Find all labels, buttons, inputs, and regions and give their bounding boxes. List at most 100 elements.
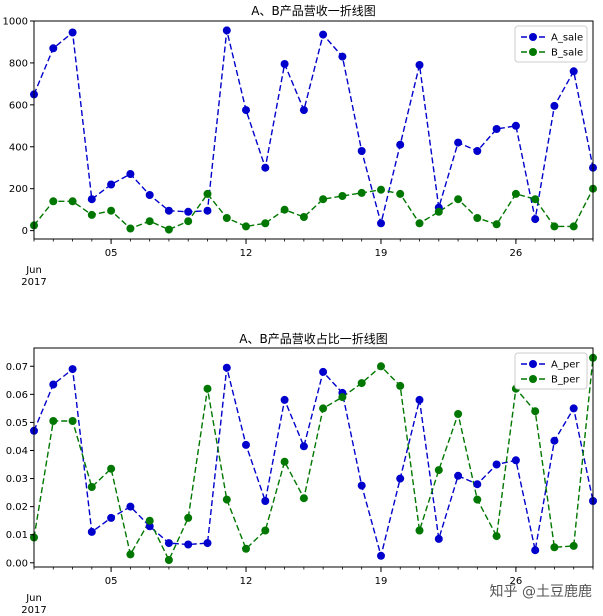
data-point-A_sale <box>87 195 96 204</box>
legend-label-A_per: A_per <box>551 360 580 371</box>
data-point-A_sale <box>550 101 559 110</box>
data-point-B_sale <box>299 213 308 221</box>
data-point-B_sale <box>357 188 366 197</box>
data-point-A_per <box>107 513 116 522</box>
y-tick-label: 0.03 <box>6 474 28 485</box>
data-point-A_per <box>87 527 96 536</box>
plot-frame <box>33 347 594 568</box>
data-point-B_per <box>145 516 154 525</box>
data-point-A_sale <box>222 26 231 35</box>
data-point-B_per <box>49 417 58 425</box>
data-point-B_per <box>107 464 116 473</box>
data-point-A_sale <box>242 106 250 115</box>
data-point-B_sale <box>492 220 501 229</box>
data-point-B_per <box>126 550 135 559</box>
data-point-A_per <box>164 539 173 548</box>
data-point-B_sale <box>203 189 212 198</box>
data-point-A_per <box>569 404 578 413</box>
data-point-A_sale <box>280 60 289 68</box>
data-point-A_per <box>492 460 501 469</box>
y-tick-label: 0.05 <box>6 418 28 429</box>
y-tick-label: 0.00 <box>6 558 28 569</box>
data-point-A_per <box>319 367 328 376</box>
y-tick-label: 0.04 <box>6 446 28 457</box>
data-point-A_sale <box>492 125 501 133</box>
chart-title: A、B产品营收占比一折线图 <box>239 331 387 346</box>
chart-share: A、B产品营收占比一折线图 0.00 0.01 0.02 0.03 0.04 0.05 0.0… <box>6 331 597 616</box>
y-tick-label: 0 <box>22 226 28 237</box>
x-tick-label: 12 <box>240 248 253 259</box>
data-point-B_per <box>454 410 463 418</box>
data-point-A_sale <box>126 170 135 178</box>
data-point-B_sale <box>242 222 250 231</box>
data-point-A_sale <box>184 207 193 216</box>
data-point-A_per <box>415 395 424 404</box>
series-line-A_per <box>33 367 594 559</box>
data-point-B_sale <box>415 219 424 228</box>
data-point-B_per <box>396 381 405 390</box>
data-point-B_sale <box>164 225 173 234</box>
data-point-A_per <box>454 471 463 480</box>
data-point-B_per <box>492 532 501 541</box>
data-point-A_sale <box>107 180 116 189</box>
x-origin-year: 2017 <box>21 277 46 288</box>
plot-frame <box>33 20 594 240</box>
legend-label-B_per: B_per <box>551 375 580 386</box>
data-point-A_sale <box>203 206 212 215</box>
y-tick-label: 1000 <box>3 17 28 28</box>
data-point-B_per <box>87 483 96 491</box>
y-tick-label: 800 <box>9 58 28 69</box>
data-point-B_per <box>531 407 540 416</box>
chart-title: A、B产品营收一折线图 <box>251 3 375 18</box>
legend: A_per B_per <box>514 352 588 390</box>
data-point-A_per <box>531 546 540 555</box>
data-point-B_sale <box>377 185 385 194</box>
x-tick-label: 19 <box>375 248 388 259</box>
y-tick-label: 0.01 <box>6 530 28 541</box>
data-point-B_sale <box>569 222 578 231</box>
data-point-B_per <box>357 379 366 388</box>
data-point-A_per <box>299 442 308 451</box>
data-point-A_per <box>242 440 250 449</box>
data-point-A_sale <box>145 191 154 199</box>
data-point-B_per <box>261 526 270 535</box>
data-point-B_sale <box>261 219 270 228</box>
data-point-A_per <box>357 481 366 490</box>
data-point-B_sale <box>222 214 231 222</box>
data-point-A_per <box>377 551 385 560</box>
x-origin-month: Jun <box>25 265 42 276</box>
data-point-A_per <box>511 456 520 465</box>
data-point-B_per <box>550 543 559 552</box>
data-point-A_sale <box>396 140 405 149</box>
series-line-B_per <box>33 357 594 562</box>
data-point-A_sale <box>569 67 578 76</box>
data-point-A_per <box>261 497 270 505</box>
series-line-A_sale <box>33 30 594 224</box>
data-point-B_sale <box>87 210 96 219</box>
data-point-A_per <box>184 540 193 549</box>
data-point-B_sale <box>531 195 540 204</box>
data-point-A_per <box>473 480 482 489</box>
y-tick-label: 0.07 <box>6 362 28 373</box>
x-origin-year: 2017 <box>21 605 46 616</box>
data-point-B_sale <box>396 189 405 198</box>
legend-marker-B_per <box>529 375 537 383</box>
series-line-B_sale <box>33 188 594 231</box>
data-point-A_sale <box>164 206 173 215</box>
legend-label-B_sale: B_sale <box>551 48 583 59</box>
data-point-A_sale <box>68 28 77 37</box>
data-point-A_sale <box>531 215 540 224</box>
data-point-A_sale <box>357 147 366 155</box>
x-tick-label: 12 <box>240 576 253 587</box>
data-point-B_per <box>164 556 173 564</box>
y-tick-label: 600 <box>9 100 28 111</box>
data-point-A_per <box>145 522 154 531</box>
y-tick-label: 0.06 <box>6 390 28 401</box>
data-point-B_per <box>434 466 443 475</box>
data-point-A_sale <box>377 219 385 228</box>
data-point-B_sale <box>473 214 482 222</box>
legend-marker-A_sale <box>529 33 537 41</box>
data-point-A_sale <box>454 138 463 147</box>
data-point-B_sale <box>511 189 520 198</box>
